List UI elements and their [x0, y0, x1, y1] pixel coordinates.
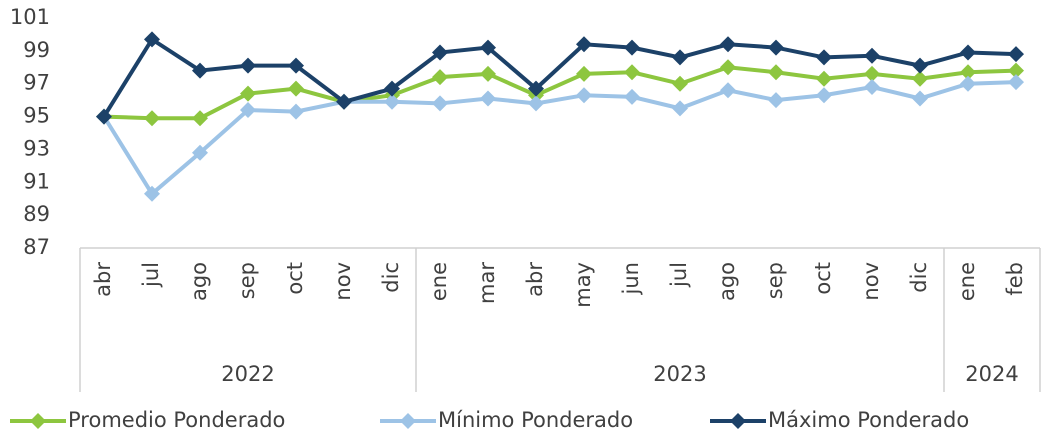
series-line — [103, 65, 1017, 121]
marker — [816, 49, 832, 66]
legend-label: Máximo Ponderado — [768, 408, 969, 432]
x-tick-label: jul — [139, 262, 163, 288]
marker — [240, 85, 256, 102]
marker — [1008, 46, 1024, 63]
marker — [672, 75, 688, 92]
y-tick-label: 97 — [23, 71, 50, 95]
marker — [960, 44, 976, 61]
marker — [768, 39, 784, 56]
marker — [432, 95, 448, 112]
legend-label: Promedio Ponderado — [68, 408, 285, 432]
marker — [528, 95, 544, 112]
marker — [240, 57, 256, 74]
marker — [816, 70, 832, 87]
x-tick-label: feb — [1003, 262, 1027, 296]
marker — [768, 64, 784, 81]
y-tick-label: 87 — [23, 235, 50, 259]
marker — [912, 57, 928, 74]
y-tick-label: 93 — [23, 136, 50, 160]
marker — [192, 144, 208, 161]
x-tick-label: ene — [427, 262, 451, 301]
x-tick-label: nov — [331, 262, 355, 301]
x-tick-label: ago — [715, 262, 739, 301]
marker — [336, 93, 352, 110]
y-tick-label: 91 — [23, 169, 50, 193]
legend-label: Mínimo Ponderado — [438, 408, 633, 432]
marker — [432, 44, 448, 61]
x-tick-label: dic — [379, 262, 403, 293]
marker — [144, 31, 160, 48]
marker — [864, 47, 880, 64]
marker — [96, 108, 112, 125]
legend-marker — [400, 413, 416, 429]
marker — [720, 82, 736, 99]
marker — [624, 39, 640, 56]
marker — [864, 79, 880, 95]
marker — [384, 93, 400, 110]
x-tick-label: jul — [667, 262, 691, 288]
x-tick-label: mar — [475, 262, 499, 304]
series-line — [102, 36, 1017, 118]
marker — [480, 90, 496, 107]
marker — [720, 59, 736, 76]
group-label: 2022 — [221, 362, 274, 386]
y-tick-label: 95 — [23, 104, 50, 128]
marker — [1008, 62, 1024, 79]
marker — [288, 80, 304, 97]
series-line — [102, 80, 1017, 197]
marker — [576, 87, 592, 104]
marker — [720, 36, 736, 53]
marker — [1008, 74, 1024, 91]
x-tick-label: sep — [763, 262, 787, 299]
y-tick-label: 99 — [23, 38, 50, 62]
marker — [528, 80, 544, 97]
x-tick-label: ago — [187, 262, 211, 301]
legend-marker — [730, 413, 746, 429]
marker — [816, 87, 832, 104]
group-label: 2023 — [653, 362, 706, 386]
x-tick-label: abr — [91, 262, 115, 297]
marker — [624, 64, 640, 81]
x-tick-label: abr — [523, 262, 547, 297]
marker — [912, 90, 928, 107]
marker — [672, 100, 688, 117]
x-tick-label: oct — [283, 262, 307, 295]
marker — [384, 80, 400, 97]
x-tick-label: may — [571, 262, 595, 308]
marker — [480, 39, 496, 56]
group-label: 2024 — [965, 362, 1018, 386]
x-tick-label: jun — [619, 262, 643, 295]
y-tick-label: 101 — [10, 5, 50, 29]
x-tick-label: nov — [859, 262, 883, 301]
marker — [960, 64, 976, 81]
marker — [144, 110, 160, 127]
marker — [240, 102, 256, 118]
marker — [912, 70, 928, 87]
marker — [480, 65, 496, 82]
marker — [576, 65, 592, 82]
legend-marker — [30, 413, 46, 429]
marker — [144, 185, 160, 202]
marker — [960, 75, 976, 92]
marker — [288, 57, 304, 74]
x-tick-label: sep — [235, 262, 259, 299]
y-tick-label: 89 — [23, 202, 50, 226]
x-tick-label: dic — [907, 262, 931, 293]
marker — [624, 88, 640, 105]
marker — [432, 69, 448, 86]
marker — [576, 36, 592, 53]
x-tick-label: ene — [955, 262, 979, 301]
x-tick-label: oct — [811, 262, 835, 295]
marker — [672, 49, 688, 66]
marker — [864, 65, 880, 82]
marker — [768, 92, 784, 109]
marker — [288, 103, 304, 120]
marker — [192, 62, 208, 79]
marker — [192, 110, 208, 127]
